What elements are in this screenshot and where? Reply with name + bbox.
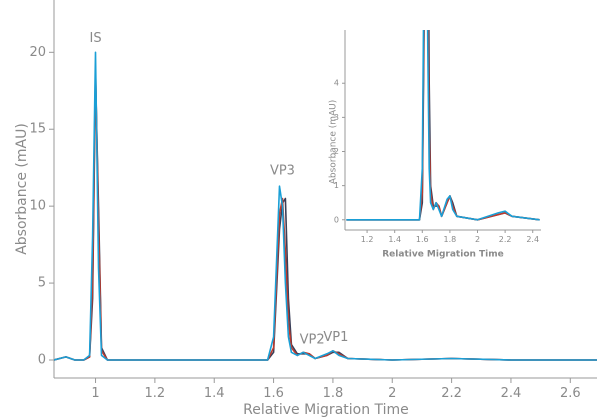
y-tick-label: 0: [38, 353, 46, 368]
x-tick-label: 1.8: [323, 386, 344, 401]
y-axis-label: Absorbance (mAU): [329, 100, 339, 185]
y-tick-label: 15: [29, 122, 46, 137]
x-tick-label: 1.2: [361, 235, 374, 244]
x-tick-label: 1.6: [263, 386, 284, 401]
y-axis-label: Absorbance (mAU): [14, 123, 30, 255]
x-tick-label: 2.4: [526, 235, 539, 244]
x-tick-label: 1.4: [388, 235, 401, 244]
y-tick-label: 20: [29, 45, 46, 60]
x-tick-label: 1.4: [204, 386, 225, 401]
x-tick-label: 1.6: [416, 235, 429, 244]
x-tick-label: 1.8: [444, 235, 457, 244]
x-tick-label: 2.6: [560, 386, 581, 401]
x-tick-label: 2.2: [499, 235, 512, 244]
x-tick-label: 2: [475, 235, 480, 244]
trace: [346, 30, 540, 221]
peak-label: VP2: [300, 333, 325, 348]
y-tick-label: 0: [334, 215, 339, 224]
x-axis-label: Relative Migration Time: [243, 402, 409, 417]
y-tick-label: 1: [334, 181, 339, 190]
inset-background: [338, 28, 544, 258]
x-tick-label: 1.2: [145, 386, 166, 401]
x-tick-label: 1: [91, 386, 99, 401]
peak-label: VP3: [270, 163, 295, 178]
x-axis-label: Relative Migration Time: [382, 250, 504, 260]
y-tick-label: 5: [38, 276, 46, 291]
y-tick-label: 2: [334, 147, 339, 156]
trace: [54, 51, 597, 361]
peak-label: IS: [89, 31, 101, 46]
x-tick-label: 2: [388, 386, 396, 401]
x-tick-label: 2.2: [441, 386, 462, 401]
y-tick-label: 4: [334, 79, 339, 88]
y-tick-label: 10: [29, 199, 46, 214]
y-tick-label: 3: [334, 113, 339, 122]
peak-label: VP1: [323, 330, 348, 345]
x-tick-label: 2.4: [501, 386, 522, 401]
